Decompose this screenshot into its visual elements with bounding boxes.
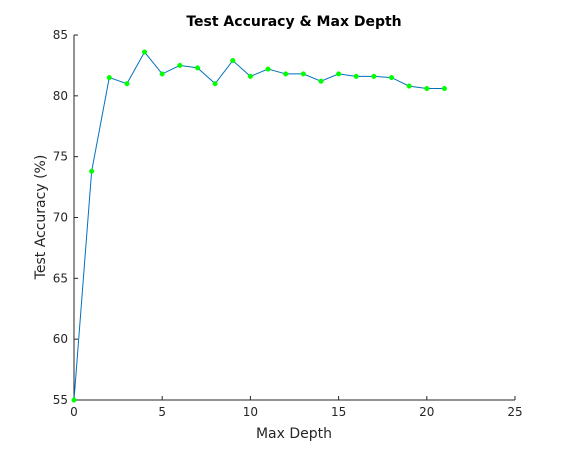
data-point [336,71,342,77]
x-tick-label: 15 [331,405,346,419]
axes: 0 5 10 15 20 25 55 60 65 70 75 80 85 [53,28,523,419]
y-tick-label: 80 [53,89,68,103]
data-point [194,65,201,71]
y-tick-label: 55 [53,393,68,407]
data-point [230,58,236,64]
x-tick-label: 5 [158,405,166,419]
data-point [106,75,112,81]
y-tick-label: 75 [53,150,68,164]
data-point [283,71,289,77]
data-point [159,71,165,77]
data-point [388,75,395,81]
plot-area [71,49,447,403]
data-point [424,85,430,92]
y-tick-label: 70 [53,211,68,225]
data-point [71,397,77,403]
x-tick-label: 0 [70,405,78,419]
data-point [177,62,183,68]
data-point [212,81,218,87]
data-point [124,81,130,87]
series-line [73,51,445,401]
y-tick-label: 60 [53,332,68,346]
x-tick-label: 10 [243,405,258,419]
data-point [318,78,324,84]
data-point [406,83,412,89]
y-tick-label: 65 [53,271,68,285]
data-point [265,66,271,72]
y-tick-label: 85 [53,28,68,42]
y-axis-label: Test Accuracy (%) [33,155,49,281]
data-point [353,73,359,79]
data-point [441,85,447,92]
chart-title: Test Accuracy & Max Depth [186,14,401,30]
data-point [300,71,306,77]
data-point [371,73,377,79]
x-tick-label: 20 [419,405,434,419]
x-tick-label: 25 [507,405,522,419]
x-axis-label: Max Depth [256,426,332,442]
data-point [89,168,95,174]
data-point [142,49,148,55]
data-point [247,73,253,79]
